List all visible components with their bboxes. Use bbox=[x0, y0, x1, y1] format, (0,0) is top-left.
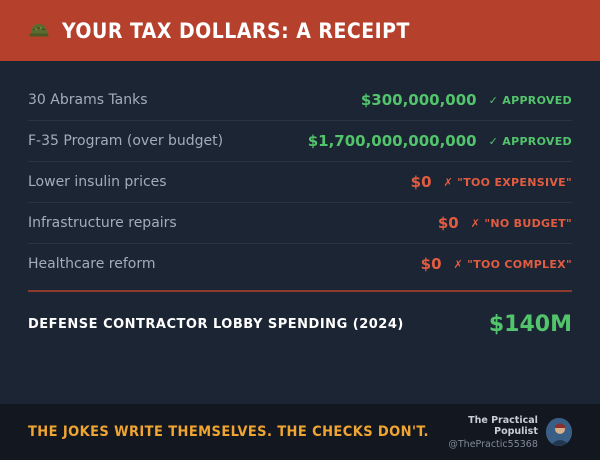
rejected-badge: ✗ "NO BUDGET" bbox=[470, 216, 572, 230]
receipt-header: YOUR TAX DOLLARS: A RECEIPT bbox=[0, 0, 600, 61]
avatar[interactable] bbox=[545, 418, 572, 446]
line-item-amount: $300,000,000 bbox=[360, 91, 477, 109]
rejected-badge: ✗ "TOO COMPLEX" bbox=[453, 257, 572, 271]
footer-tagline: THE JOKES WRITE THEMSELVES. THE CHECKS D… bbox=[28, 424, 429, 440]
line-item-row: 30 Abrams Tanks $300,000,000 ✓ APPROVED bbox=[28, 80, 572, 121]
line-item-row: Healthcare reform $0 ✗ "TOO COMPLEX" bbox=[28, 244, 572, 284]
total-row: DEFENSE CONTRACTOR LOBBY SPENDING (2024)… bbox=[28, 304, 572, 344]
line-items: 30 Abrams Tanks $300,000,000 ✓ APPROVED F-3… bbox=[28, 80, 572, 284]
line-item-label: F-35 Program (over budget) bbox=[28, 133, 224, 149]
line-item-row: F-35 Program (over budget) $1,700,000,000… bbox=[28, 121, 572, 162]
line-item-label: Infrastructure repairs bbox=[28, 215, 177, 231]
footer: THE JOKES WRITE THEMSELVES. THE CHECKS D… bbox=[0, 404, 600, 460]
total-value: $140M bbox=[488, 311, 572, 337]
rejected-badge: ✗ "TOO EXPENSIVE" bbox=[443, 175, 572, 189]
line-item-amount: $0 bbox=[437, 214, 459, 232]
line-item-amount: $1,700,000,000,000 bbox=[307, 132, 477, 150]
divider bbox=[28, 290, 572, 292]
approved-badge: ✓ APPROVED bbox=[488, 134, 572, 148]
approved-badge: ✓ APPROVED bbox=[488, 93, 572, 107]
military-helmet-icon bbox=[28, 20, 50, 42]
author-name: The Practical Populist bbox=[468, 414, 538, 437]
line-item-row: Infrastructure repairs $0 ✗ "NO BUDGET" bbox=[28, 203, 572, 244]
author-block[interactable]: The Practical Populist @ThePractic55368 bbox=[429, 415, 538, 450]
line-item-amount: $0 bbox=[420, 255, 442, 273]
line-item-label: 30 Abrams Tanks bbox=[28, 92, 148, 108]
total-label: DEFENSE CONTRACTOR LOBBY SPENDING (2024) bbox=[28, 316, 404, 332]
line-item-amount: $0 bbox=[410, 173, 432, 191]
receipt-title: YOUR TAX DOLLARS: A RECEIPT bbox=[62, 18, 410, 43]
line-item-row: Lower insulin prices $0 ✗ "TOO EXPENSIVE" bbox=[28, 162, 572, 203]
author-handle: @ThePractic55368 bbox=[448, 438, 538, 450]
line-item-label: Lower insulin prices bbox=[28, 174, 167, 190]
line-item-label: Healthcare reform bbox=[28, 256, 156, 272]
